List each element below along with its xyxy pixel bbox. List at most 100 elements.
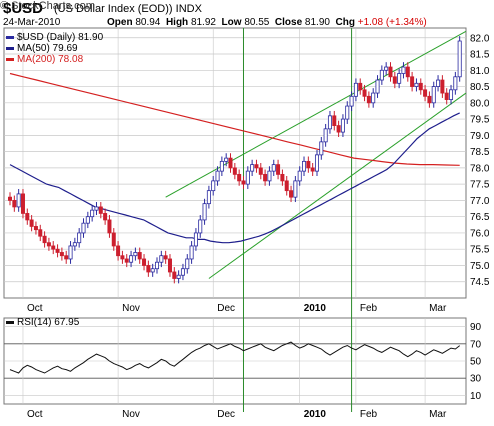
candle-body bbox=[237, 173, 242, 182]
candle-body bbox=[366, 95, 371, 104]
candle-body bbox=[254, 164, 259, 169]
close-label: Close bbox=[274, 17, 303, 28]
candle-body bbox=[310, 167, 315, 172]
candle-body bbox=[332, 115, 337, 126]
x-tick-label: Mar bbox=[429, 409, 447, 420]
open-value: 80.94 bbox=[135, 17, 161, 28]
legend-ma50-label: MA(50) 79.69 bbox=[17, 43, 78, 54]
legend-ma200-swatch bbox=[6, 57, 14, 61]
exchange: INDX bbox=[175, 3, 202, 15]
rsi-y-tick-label: 70 bbox=[470, 339, 482, 350]
price-y-tick-label: 81.5 bbox=[470, 50, 490, 61]
chg-label: Chg bbox=[335, 17, 355, 28]
candle-body bbox=[232, 167, 237, 175]
candle-body bbox=[250, 164, 255, 172]
candle-body bbox=[189, 245, 194, 260]
candle-body bbox=[293, 180, 298, 198]
high-value: 81.92 bbox=[190, 17, 216, 28]
candle-body bbox=[431, 86, 436, 104]
legend-ma200: MA(200) 78.08 bbox=[6, 54, 83, 65]
chg-value: +1.08 (+1.34%) bbox=[357, 17, 427, 28]
price-y-tick-label: 78.5 bbox=[470, 147, 490, 158]
candle-body bbox=[206, 190, 211, 205]
candle-body bbox=[193, 232, 198, 247]
x-tick-label: Oct bbox=[27, 409, 43, 420]
x-tick-label: Nov bbox=[122, 303, 140, 314]
candle-body bbox=[142, 258, 147, 266]
brand-watermark: © StockCharts.com bbox=[0, 0, 95, 12]
candle-body bbox=[129, 255, 134, 263]
candle-body bbox=[107, 219, 112, 234]
symbol-title: $USD bbox=[3, 0, 44, 17]
candle-body bbox=[29, 219, 34, 227]
candle-body bbox=[42, 235, 47, 244]
x-tick-label: Dec bbox=[217, 303, 235, 314]
candle-body bbox=[202, 203, 207, 221]
candle-body bbox=[219, 160, 224, 172]
candle-body bbox=[327, 115, 332, 130]
description: (US Dollar Index (EOD)) bbox=[54, 3, 173, 15]
candle-body bbox=[263, 173, 268, 182]
candle-body bbox=[124, 258, 129, 263]
candle-body bbox=[198, 219, 203, 234]
candle-body bbox=[410, 76, 415, 87]
candle-body bbox=[120, 255, 125, 260]
candle-body bbox=[72, 242, 77, 247]
candle-body bbox=[241, 180, 246, 185]
candle-body bbox=[46, 242, 51, 247]
candle-body bbox=[297, 170, 302, 182]
legend-price: $USD (Daily) 81.90 bbox=[6, 32, 103, 43]
candle-body bbox=[392, 76, 397, 84]
candle-body bbox=[159, 255, 164, 263]
candle-body bbox=[375, 79, 380, 94]
candle-body bbox=[155, 261, 160, 270]
channel-upper-line bbox=[165, 30, 467, 198]
quote-date: 24-Mar-2010 bbox=[3, 17, 61, 28]
ma200-line bbox=[9, 72, 460, 166]
candle-body bbox=[116, 245, 121, 257]
candle-body bbox=[457, 40, 462, 78]
candle-body bbox=[33, 226, 38, 231]
candle-body bbox=[59, 252, 64, 257]
candle-body bbox=[258, 167, 263, 175]
price-y-tick-label: 76.5 bbox=[470, 212, 490, 223]
candle-body bbox=[440, 79, 445, 94]
candle-body bbox=[349, 95, 354, 107]
legend-rsi-swatch bbox=[6, 320, 14, 324]
price-y-tick-label: 78.0 bbox=[470, 163, 490, 174]
candle-body bbox=[323, 128, 328, 143]
candle-body bbox=[358, 82, 363, 91]
price-y-tick-label: 74.5 bbox=[470, 277, 490, 288]
price-y-tick-label: 76.0 bbox=[470, 228, 490, 239]
candle-body bbox=[453, 76, 458, 91]
candle-body bbox=[353, 82, 358, 97]
candle-body bbox=[436, 79, 441, 87]
candle-body bbox=[150, 268, 155, 273]
candle-body bbox=[423, 89, 428, 97]
candle-body bbox=[319, 141, 324, 156]
candle-body bbox=[180, 268, 185, 276]
low-value: 80.55 bbox=[244, 17, 270, 28]
candle-body bbox=[228, 157, 233, 169]
ohlc-readout: Open 80.94 High 81.92 Low 80.55 Close 81… bbox=[107, 17, 427, 28]
candle-body bbox=[85, 216, 90, 224]
low-label: Low bbox=[221, 17, 242, 28]
candle-body bbox=[397, 73, 402, 84]
rsi-y-tick-label: 50 bbox=[470, 357, 482, 368]
candle-body bbox=[371, 92, 376, 104]
candle-body bbox=[103, 213, 108, 221]
candle-body bbox=[38, 229, 43, 237]
candle-body bbox=[384, 66, 389, 71]
candle-body bbox=[362, 89, 367, 97]
x-tick-label: Nov bbox=[122, 409, 140, 420]
candle-body bbox=[215, 170, 220, 182]
symbol-description: (US Dollar Index (EOD)) INDX bbox=[54, 3, 202, 15]
candle-body bbox=[401, 66, 406, 74]
price-y-tick-label: 77.5 bbox=[470, 180, 490, 191]
candle-body bbox=[64, 255, 69, 260]
candle-body bbox=[289, 190, 294, 198]
x-tick-label: Feb bbox=[360, 409, 378, 420]
candle-body bbox=[388, 66, 393, 78]
legend-rsi: RSI(14) 67.95 bbox=[6, 317, 79, 328]
